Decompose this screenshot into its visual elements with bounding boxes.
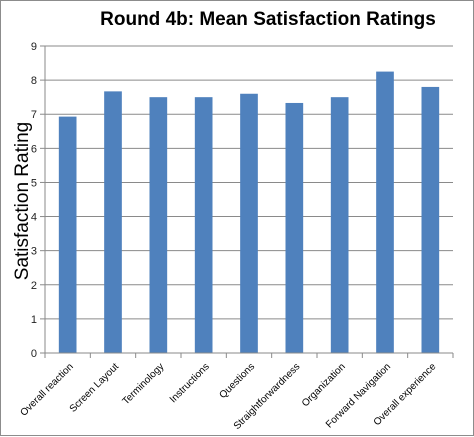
y-tick-label: 3 [31, 246, 37, 258]
bar [330, 97, 349, 354]
bar [376, 71, 394, 353]
bar [421, 86, 440, 353]
y-tick-label: 7 [31, 109, 37, 121]
y-tick-label: 6 [31, 143, 37, 155]
bar [240, 93, 258, 353]
chart-title: Round 4b: Mean Satisfaction Ratings [100, 9, 436, 30]
y-tick-label: 8 [31, 75, 37, 87]
bar [104, 91, 122, 354]
bar [285, 102, 304, 354]
y-tick-label: 0 [31, 348, 37, 360]
y-tick-label: 2 [31, 280, 37, 292]
x-category-label: Terminology [121, 361, 167, 407]
x-category-label: Questions [218, 361, 258, 401]
y-tick-label: 4 [31, 212, 37, 224]
x-category-label: Organization [300, 361, 348, 409]
x-category-label: Screen Layout [68, 361, 122, 415]
bars [58, 71, 440, 354]
bar [149, 97, 168, 354]
x-category-label: Instructions [168, 361, 212, 405]
bar [194, 97, 213, 354]
y-tick-label: 5 [31, 177, 37, 189]
x-category-label: Overall reaction [18, 361, 75, 418]
axes [40, 45, 454, 358]
y-tick-label: 1 [31, 314, 37, 326]
bar [58, 116, 77, 353]
y-tick-label: 9 [31, 41, 37, 53]
